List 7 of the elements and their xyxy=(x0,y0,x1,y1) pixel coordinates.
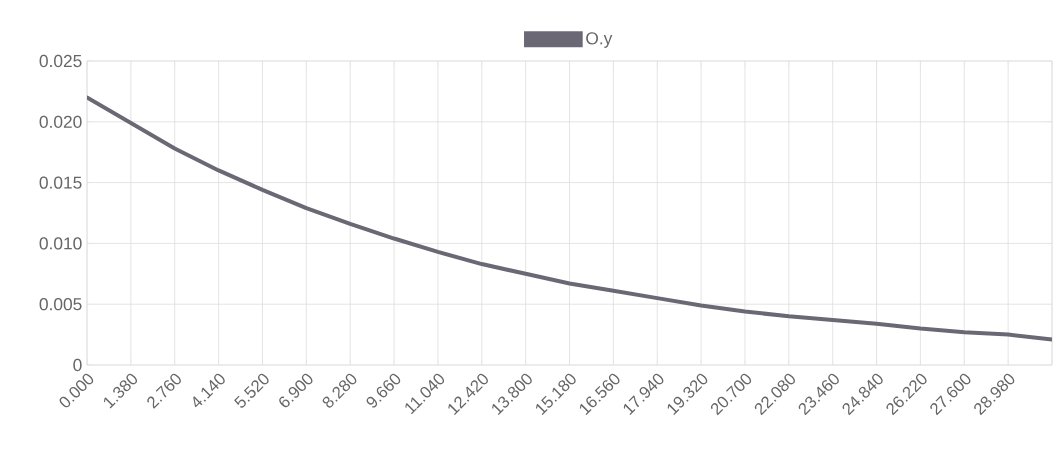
y-tick-label: 0.010 xyxy=(39,237,82,250)
legend-label: O.y xyxy=(586,32,613,48)
y-tick-label: 0 xyxy=(73,358,82,372)
y-tick-label: 0.005 xyxy=(39,298,82,311)
y-tick-label: 0.020 xyxy=(39,115,82,128)
y-tick-label: 0.025 xyxy=(39,54,82,68)
y-tick-label: 0.015 xyxy=(39,176,82,189)
